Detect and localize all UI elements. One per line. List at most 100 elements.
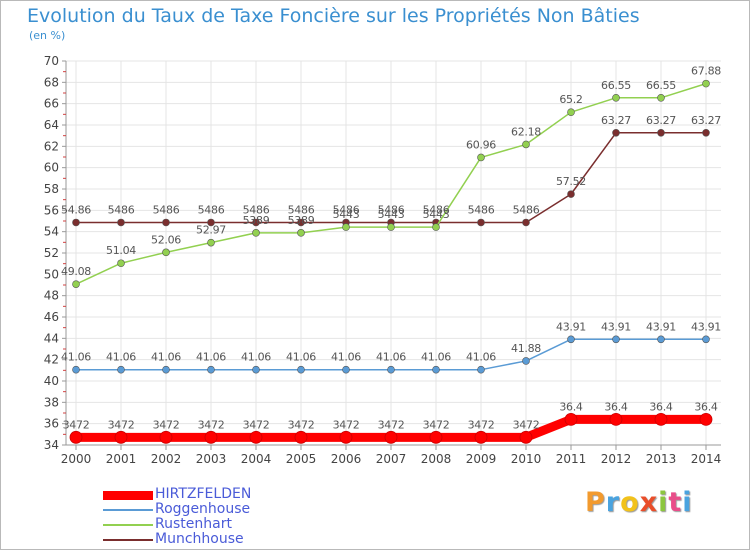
data-label: 5443 — [423, 208, 450, 221]
chart-title: Evolution du Taux de Taxe Foncière sur l… — [27, 5, 640, 27]
data-label: 3472 — [153, 418, 180, 431]
data-label: 41.06 — [331, 351, 361, 364]
x-tick-label: 2003 — [196, 452, 227, 466]
data-point — [297, 229, 305, 237]
y-tick-label: 70 — [44, 54, 59, 68]
y-tick-label: 56 — [44, 203, 59, 217]
data-point — [159, 430, 173, 444]
data-point — [522, 140, 530, 149]
logo-letter: x — [639, 487, 659, 518]
data-point — [69, 430, 83, 444]
chart-unit: (en %) — [29, 29, 66, 42]
y-tick-label: 34 — [44, 438, 59, 452]
data-label: 5486 — [513, 203, 540, 216]
x-tick-label: 2001 — [106, 452, 137, 466]
y-tick-label: 44 — [44, 331, 59, 345]
x-tick-label: 2009 — [466, 452, 497, 466]
data-point — [297, 365, 305, 374]
data-label: 41.06 — [106, 351, 136, 364]
data-point — [114, 430, 128, 444]
data-point — [339, 430, 353, 444]
data-label: 5486 — [198, 203, 225, 216]
data-point — [612, 128, 620, 137]
data-point — [654, 412, 668, 426]
data-label: 36.4 — [649, 400, 673, 413]
data-point — [387, 223, 395, 231]
data-point — [702, 128, 710, 137]
data-point — [612, 94, 620, 102]
x-tick-label: 2011 — [556, 452, 587, 466]
y-tick-label: 42 — [44, 353, 59, 367]
y-tick-label: 66 — [44, 97, 59, 111]
data-label: 51.04 — [106, 244, 136, 257]
y-tick-label: 62 — [44, 139, 59, 153]
data-label: 41.06 — [466, 351, 496, 364]
data-point — [204, 430, 218, 444]
data-label: 62.18 — [511, 125, 541, 138]
data-label: 52.97 — [196, 224, 226, 237]
data-point — [519, 430, 533, 444]
data-label: 5389 — [288, 214, 315, 227]
data-label: 43.91 — [646, 320, 676, 333]
data-label: 3472 — [243, 418, 270, 431]
data-point — [522, 357, 530, 365]
data-point — [567, 108, 575, 116]
data-label: 5486 — [378, 203, 405, 216]
data-point — [477, 218, 485, 227]
data-point — [252, 218, 260, 227]
data-label: 5486 — [333, 203, 360, 216]
data-label: 57.52 — [556, 175, 586, 188]
data-label: 41.88 — [511, 342, 541, 355]
data-point — [297, 218, 305, 227]
data-label: 65.2 — [559, 93, 582, 106]
data-label: 60.96 — [466, 138, 496, 151]
data-label: 5486 — [288, 203, 315, 216]
data-label: 41.06 — [151, 351, 181, 364]
x-tick-label: 2005 — [286, 452, 317, 466]
logo-letter: r — [605, 487, 621, 518]
data-point — [657, 128, 665, 137]
data-label: 41.06 — [241, 351, 271, 364]
legend-swatch — [103, 491, 153, 500]
proxiti-logo: Proxiti — [585, 487, 693, 518]
data-label: 52.06 — [151, 233, 181, 246]
data-point — [252, 229, 260, 237]
data-point — [117, 218, 125, 227]
logo-letter: i — [682, 487, 693, 518]
data-label: 66.55 — [601, 79, 631, 92]
data-label: 3472 — [288, 418, 315, 431]
y-tick-label: 48 — [44, 289, 59, 303]
data-label: 63.27 — [601, 114, 631, 127]
data-point — [657, 335, 665, 344]
data-point — [432, 223, 440, 231]
data-label: 43.91 — [601, 320, 631, 333]
data-point — [699, 412, 713, 426]
data-point — [252, 365, 260, 374]
data-point — [477, 365, 485, 374]
data-point — [474, 430, 488, 444]
data-label: 43.91 — [691, 320, 721, 333]
data-point — [249, 430, 263, 444]
data-label: 3472 — [333, 418, 360, 431]
data-point — [72, 365, 80, 374]
y-tick-label: 38 — [44, 395, 59, 409]
data-label: 41.06 — [196, 351, 226, 364]
data-label: 5389 — [243, 214, 270, 227]
data-point — [522, 218, 530, 227]
data-label: 41.06 — [286, 351, 316, 364]
data-point — [72, 280, 80, 288]
legend-swatch — [103, 539, 153, 541]
y-tick-label: 36 — [44, 417, 59, 431]
data-point — [117, 365, 125, 374]
y-tick-label: 54 — [44, 225, 59, 239]
data-point — [477, 153, 485, 162]
data-label: 49.08 — [61, 265, 91, 278]
data-label: 5486 — [243, 203, 270, 216]
x-tick-label: 2013 — [646, 452, 677, 466]
data-point — [72, 218, 80, 227]
data-point — [117, 259, 125, 268]
data-point — [429, 430, 443, 444]
data-label: 63.27 — [691, 114, 721, 127]
data-label: 36.4 — [604, 400, 628, 413]
